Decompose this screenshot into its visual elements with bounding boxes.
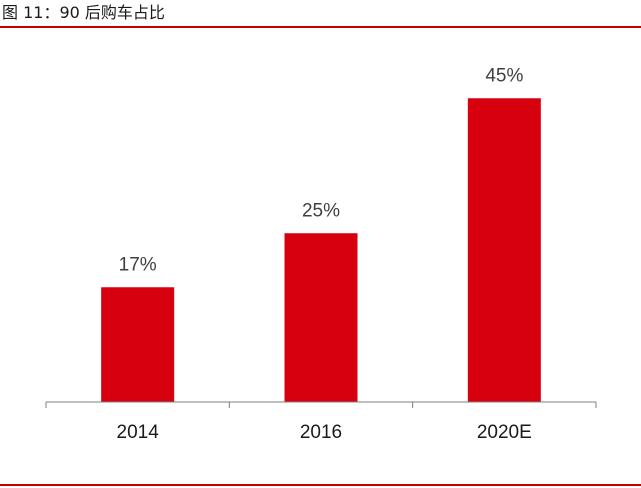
bottom-rule — [0, 484, 641, 486]
x-tick-label: 2020E — [477, 422, 532, 443]
bar-2014 — [101, 287, 175, 402]
x-axis-ticks — [45, 402, 597, 408]
labels-group: 17% 2014 25% 2016 45% 2020E — [117, 65, 532, 443]
bar-2016 — [284, 233, 358, 402]
bar-2020e — [467, 98, 541, 402]
data-label: 17% — [119, 254, 157, 275]
x-tick-label: 2016 — [300, 422, 342, 443]
title-rule — [0, 26, 641, 28]
figure-title: 图 11：90 后购车占比 — [2, 3, 165, 22]
bars-group — [101, 98, 541, 402]
data-label: 45% — [485, 65, 523, 86]
x-tick-label: 2014 — [117, 422, 160, 443]
data-label: 25% — [302, 200, 340, 221]
